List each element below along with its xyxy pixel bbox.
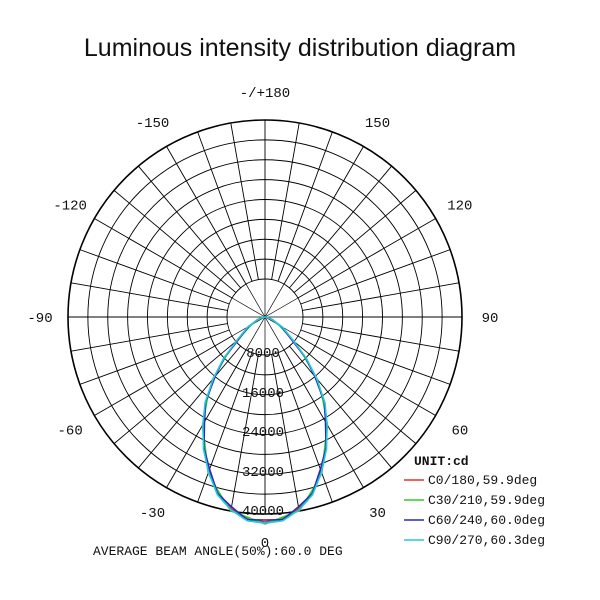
angle-label: -90	[27, 311, 52, 327]
angle-label: 90	[482, 311, 499, 327]
grid-spoke-inner	[245, 316, 266, 351]
angle-label: 30	[369, 506, 386, 522]
grid-spoke	[277, 352, 333, 503]
grid-spoke	[230, 354, 259, 512]
grid-spoke	[293, 341, 417, 444]
grid-spoke	[197, 131, 253, 282]
grid-spoke	[300, 329, 451, 385]
grid-spoke	[277, 131, 333, 282]
grid-spoke-inner	[231, 297, 266, 318]
radial-tick-label: 40000	[242, 504, 284, 520]
grid-spoke	[283, 146, 364, 285]
legend-item: C0/180,59.9deg	[428, 473, 537, 488]
grid-spoke	[271, 122, 300, 280]
angle-label: -/+180	[240, 86, 290, 102]
legend-item: C60/240,60.0deg	[428, 513, 545, 528]
radial-tick-label: 8000	[246, 346, 280, 362]
grid-spoke	[94, 335, 233, 416]
intensity-curves	[201, 316, 329, 525]
angle-label: -150	[136, 116, 170, 132]
angle-label: -30	[140, 506, 165, 522]
angle-label: -120	[53, 199, 87, 215]
series-curve-3	[202, 316, 328, 524]
angle-label: 150	[365, 116, 390, 132]
grid-spoke	[166, 146, 247, 285]
radial-tick-label: 16000	[242, 386, 284, 402]
grid-spoke	[302, 323, 460, 352]
legend: UNIT:cd C0/180,59.9deg C30/210,59.9deg C60/…	[404, 454, 545, 548]
grid-spoke	[138, 165, 241, 289]
grid-spoke-inner	[264, 283, 285, 318]
unit-label: UNIT:cd	[414, 454, 469, 469]
radial-tick-labels: 8000 16000 24000 32000 40000	[242, 346, 284, 520]
legend-item: C90/270,60.3deg	[428, 533, 545, 548]
grid-spoke	[70, 323, 228, 352]
legend-item: C30/210,59.9deg	[428, 493, 545, 508]
grid-spoke	[79, 249, 230, 305]
grid-spoke-inner	[264, 297, 299, 318]
angle-label: 60	[451, 424, 468, 440]
page-title: Luminous intensity distribution diagram	[83, 34, 517, 62]
grid-spoke-inner	[264, 316, 285, 351]
polar-grid	[67, 119, 463, 515]
radial-tick-label: 32000	[242, 465, 284, 481]
grid-spoke	[94, 218, 233, 299]
grid-spoke	[138, 345, 241, 469]
grid-spoke	[283, 349, 364, 488]
grid-spoke	[302, 282, 460, 311]
angle-label: -60	[58, 424, 83, 440]
grid-spoke	[289, 165, 392, 289]
grid-spoke	[271, 354, 300, 512]
grid-spoke	[79, 329, 230, 385]
grid-spoke	[70, 282, 228, 311]
grid-spoke	[293, 190, 417, 293]
grid-spoke	[113, 190, 237, 293]
grid-spoke-inner	[245, 283, 266, 318]
radial-tick-label: 24000	[242, 425, 284, 441]
beam-angle-footer: AVERAGE BEAM ANGLE(50%):60.0 DEG	[93, 544, 343, 559]
grid-spoke	[300, 249, 451, 305]
grid-spoke	[289, 345, 392, 469]
grid-spoke	[230, 122, 259, 280]
grid-spoke	[197, 352, 253, 503]
angle-label: 120	[447, 199, 472, 215]
grid-spoke	[113, 341, 237, 444]
angle-labels: -/+180 -150 150 -120 120 -90 90 -60 60 -30 30 0	[27, 86, 498, 552]
angle-label: 0	[261, 536, 269, 552]
grid-spoke	[297, 218, 436, 299]
grid-spoke	[166, 349, 247, 488]
grid-spoke	[297, 335, 436, 416]
